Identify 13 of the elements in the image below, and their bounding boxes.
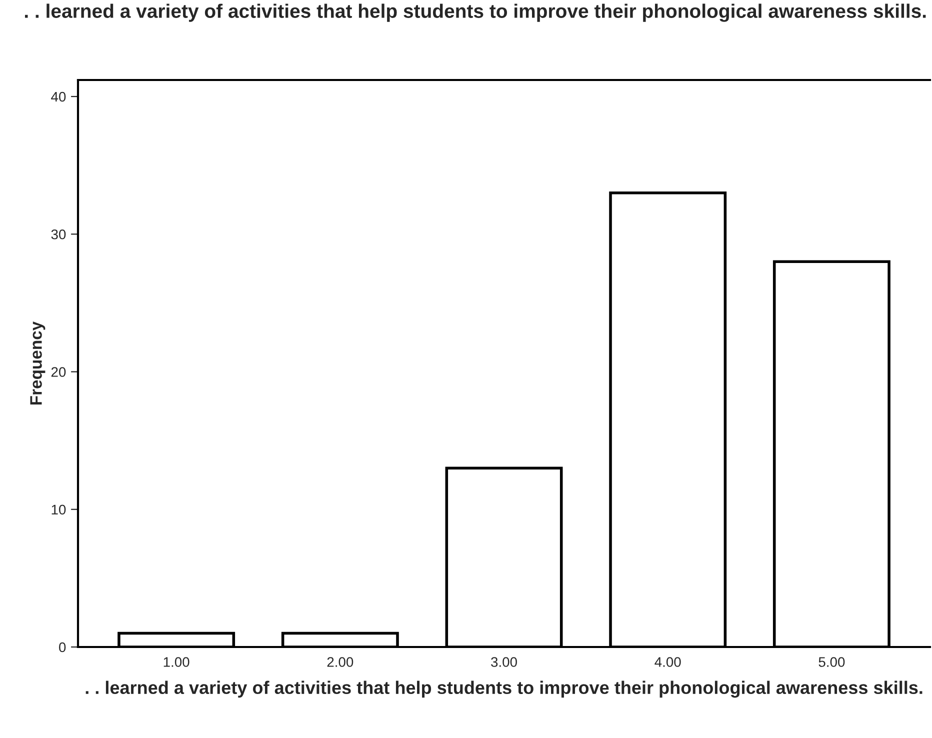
y-tick-label: 0 <box>59 642 66 652</box>
y-axis-title: Frequency <box>30 321 46 405</box>
x-tick-label: 4.00 <box>654 657 681 667</box>
y-tick-label: 40 <box>51 92 66 102</box>
x-tick-label: 5.00 <box>818 657 845 667</box>
y-tick-label: 30 <box>51 229 66 240</box>
x-tick-label: 3.00 <box>491 657 517 667</box>
x-tick-label: 2.00 <box>327 657 354 667</box>
x-tick-label: 1.00 <box>164 657 190 667</box>
y-tick-label: 20 <box>51 367 66 377</box>
x-axis-title: . . learned a variety of activities that help students to improve their phonological awareness skills. <box>86 680 922 698</box>
y-tick-label: 10 <box>52 504 66 515</box>
chart-title: . . learned a variety of activities that help students to improve their phonological awareness skills. <box>25 4 926 22</box>
